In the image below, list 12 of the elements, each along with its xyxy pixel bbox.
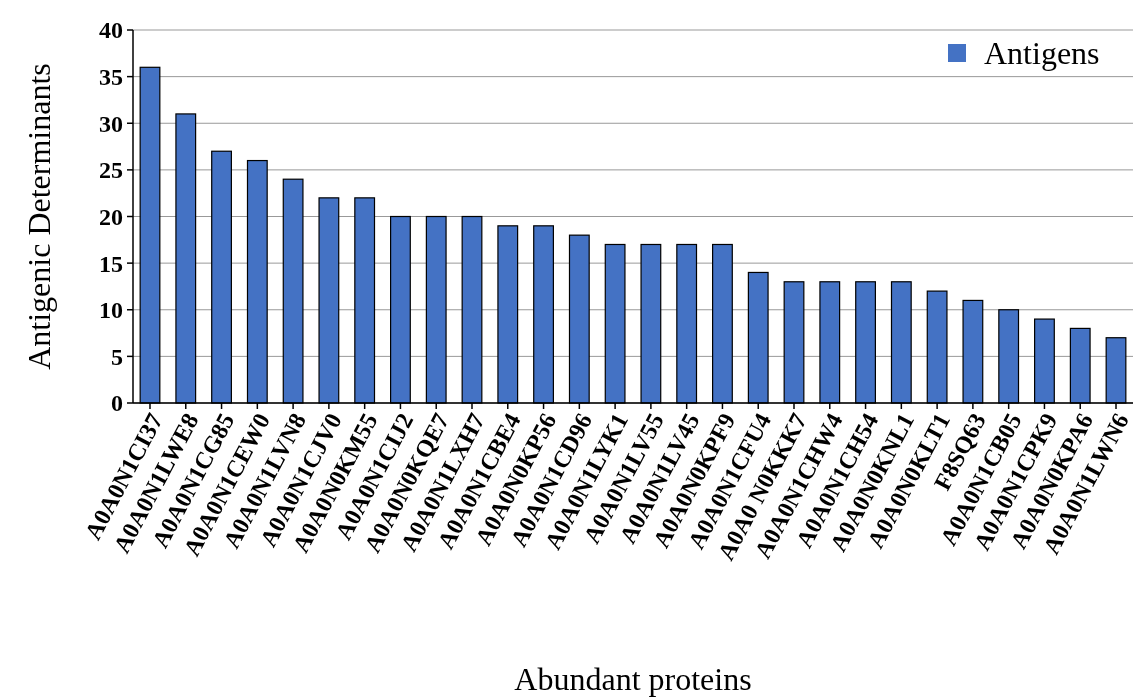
y-tick-label: 25 bbox=[99, 157, 123, 184]
legend-label: Antigens bbox=[984, 35, 1100, 72]
y-tick-label: 0 bbox=[111, 390, 123, 417]
y-tick-label: 30 bbox=[99, 110, 123, 137]
y-tick-label: 35 bbox=[99, 64, 123, 91]
y-tick-label: 15 bbox=[99, 250, 123, 277]
y-tick-label: 20 bbox=[99, 203, 123, 230]
y-axis-title: Antigenic Determinants bbox=[21, 63, 57, 370]
y-tick-label: 40 bbox=[99, 17, 123, 44]
y-tick-label: 10 bbox=[99, 297, 123, 324]
y-tick-label: 5 bbox=[111, 343, 123, 370]
x-axis-title: Abundant proteins bbox=[514, 661, 752, 697]
